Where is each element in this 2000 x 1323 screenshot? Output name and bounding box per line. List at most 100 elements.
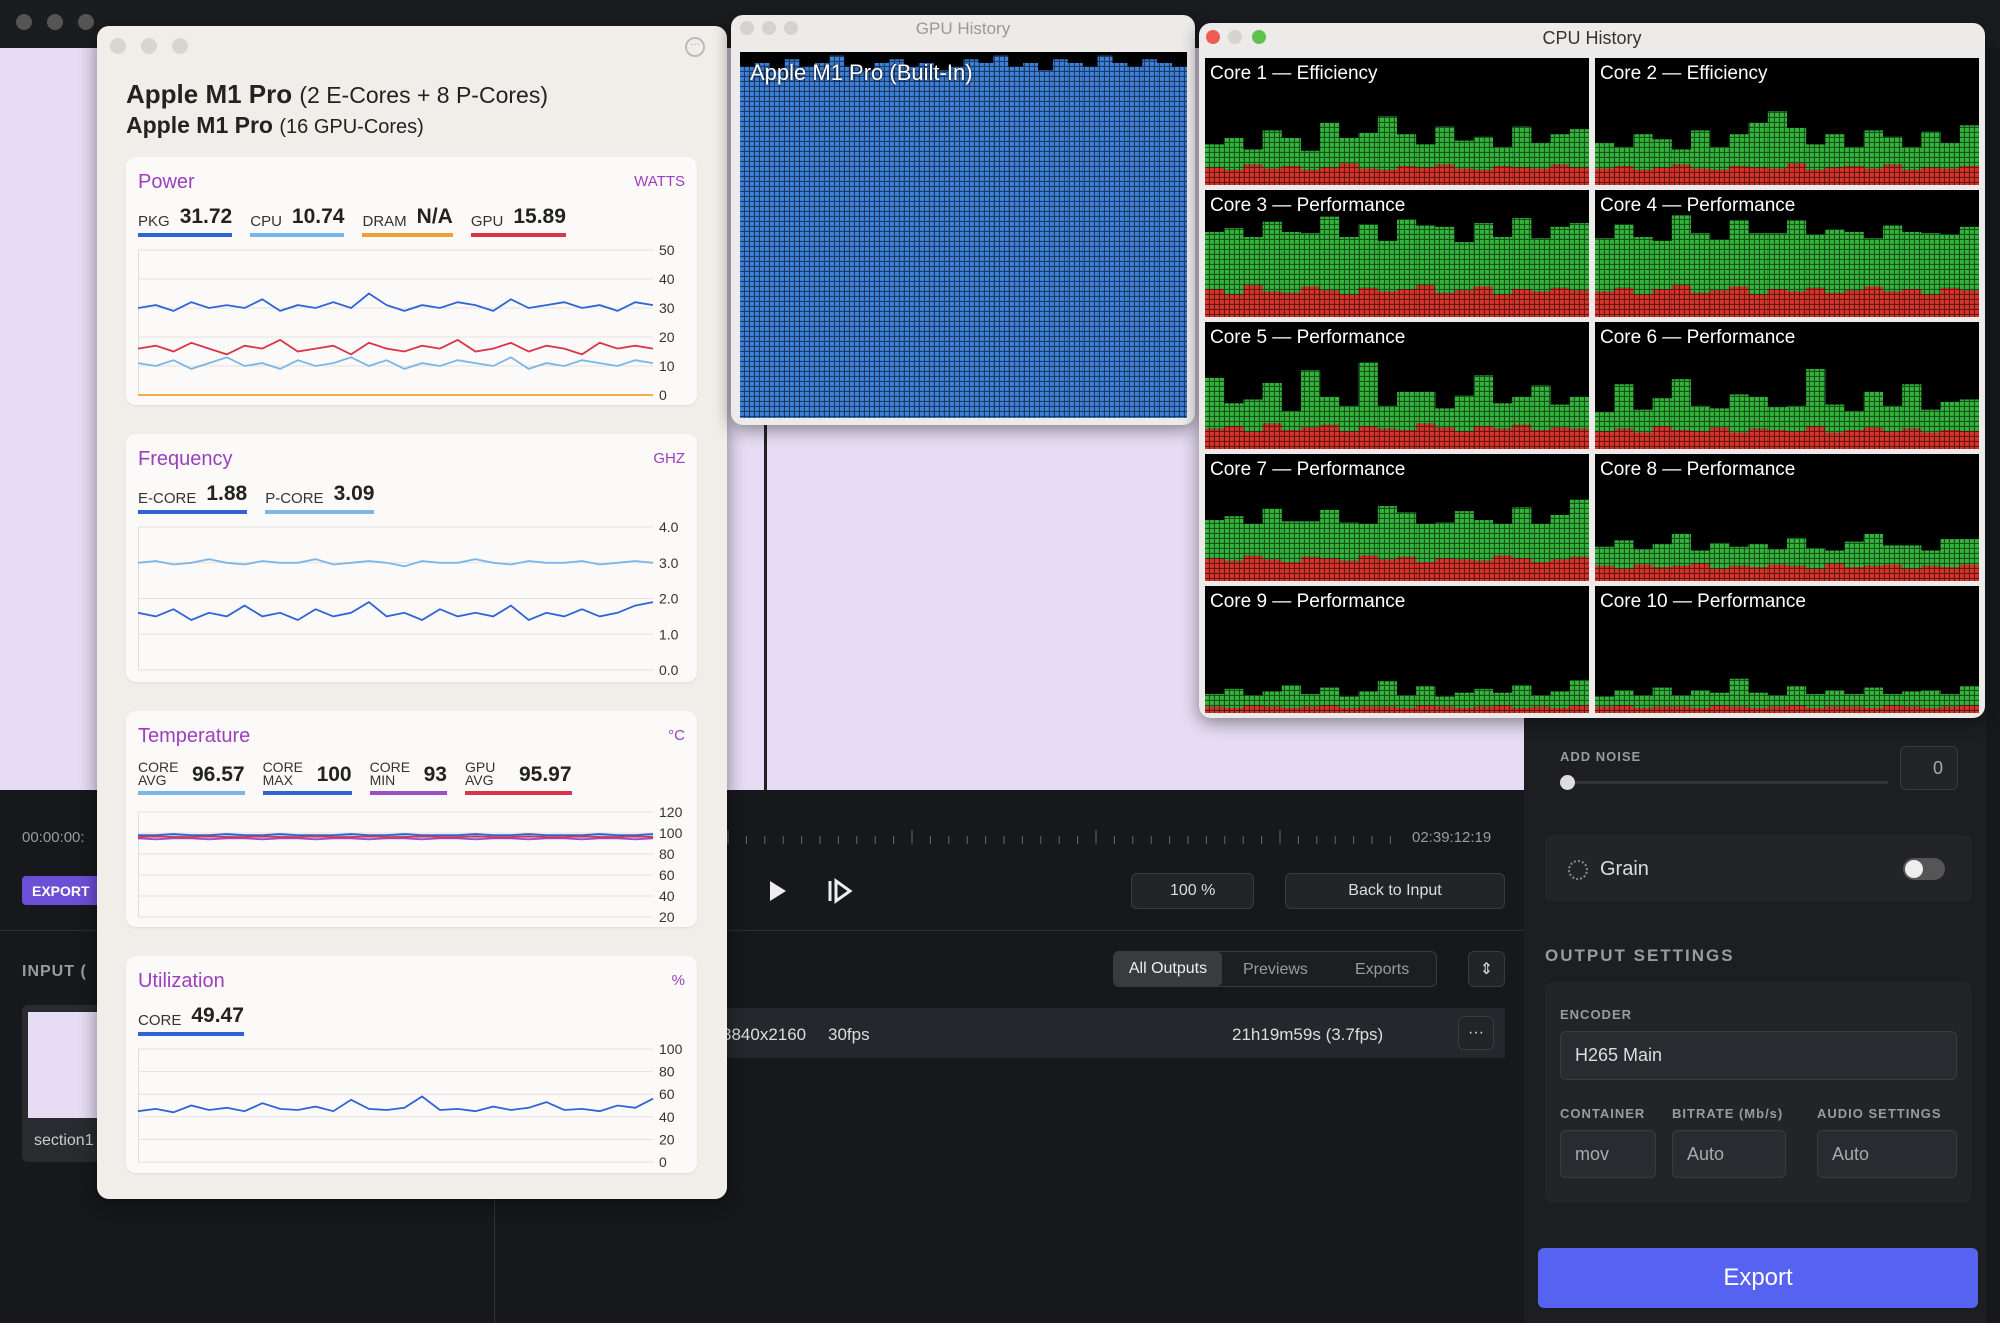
more-button[interactable]: ···: [1458, 1016, 1494, 1050]
audio-select[interactable]: Auto: [1817, 1130, 1957, 1178]
y-tick-label: 40: [659, 1109, 675, 1125]
core-chart: Core 6 — Performance: [1595, 322, 1979, 449]
zoom-select[interactable]: 100 %: [1131, 873, 1254, 909]
cpu-name: Apple M1 Pro: [126, 79, 293, 109]
window-button[interactable]: [141, 38, 157, 54]
y-tick-label: 40: [659, 888, 675, 904]
temperature-chart: 20 40 60 80 100 120: [138, 804, 683, 925]
bitrate-label: BITRATE (Mb/s): [1672, 1106, 1784, 1121]
y-tick-label: 20: [659, 1131, 675, 1147]
core-chart: Core 8 — Performance: [1595, 454, 1979, 581]
transport: [770, 878, 853, 904]
utilization-chart: 0 20 40 60 80 100: [138, 1041, 683, 1170]
grain-label: Grain: [1600, 858, 1649, 880]
readout-value: 93: [423, 763, 447, 786]
dot-grid: [1205, 586, 1589, 713]
toggle[interactable]: [1903, 858, 1945, 880]
tab[interactable]: Previews: [1243, 961, 1308, 978]
series-line: [138, 837, 654, 841]
series-line: [138, 601, 654, 622]
card-title: Temperature: [138, 725, 251, 747]
y-tick-label: 0: [659, 1154, 667, 1170]
slider-thumb[interactable]: [1560, 775, 1575, 790]
core-label: Core 4 — Performance: [1600, 195, 1795, 216]
close-button[interactable]: [1206, 30, 1220, 44]
timeline: [727, 830, 1391, 844]
readout-label: DRAM: [362, 213, 407, 230]
readout: CORE MIN 93: [369, 760, 447, 795]
y-tick-label: 0.0: [659, 662, 679, 678]
tab[interactable]: Exports: [1355, 961, 1410, 978]
window-button[interactable]: [78, 14, 94, 30]
container-label: CONTAINER: [1560, 1106, 1646, 1121]
play-button[interactable]: [770, 881, 786, 901]
readout-label: P-CORE: [265, 490, 324, 507]
step-button[interactable]: [828, 878, 853, 904]
section-title: OUTPUT SETTINGS: [1545, 946, 1735, 965]
readout-label: CORE: [138, 1012, 182, 1029]
card-title: Utilization: [138, 970, 225, 992]
window-button[interactable]: [740, 21, 754, 35]
gpu-cores: (16 GPU-Cores): [279, 116, 424, 138]
readout-label: CORE MAX: [262, 759, 304, 788]
export-button[interactable]: Export: [1538, 1248, 1978, 1308]
y-tick-label: 60: [659, 1086, 675, 1102]
readout: PKG 31.72: [138, 205, 233, 237]
dot-grid: [1595, 58, 1979, 185]
unit: GHZ: [653, 450, 685, 467]
audio-label: AUDIO SETTINGS: [1817, 1106, 1942, 1121]
noise-label: ADD NOISE: [1560, 749, 1642, 764]
core-label: Core 3 — Performance: [1210, 195, 1405, 216]
core-chart: Core 1 — Efficiency: [1205, 58, 1589, 185]
tab[interactable]: All Outputs: [1114, 952, 1222, 986]
y-tick-label: 100: [659, 1041, 683, 1057]
gpu-label: Apple M1 Pro (Built-In): [750, 60, 973, 85]
frequency-chart: 0.0 1.0 2.0 3.0 4.0: [138, 519, 679, 678]
window-title: CPU History: [1542, 28, 1642, 48]
readout: CPU 10.74: [250, 205, 345, 237]
window-button[interactable]: [47, 14, 63, 30]
y-tick-label: 20: [659, 909, 675, 925]
card-title: Power: [138, 171, 195, 193]
readout-value: 100: [316, 763, 352, 786]
menu-button[interactable]: ···: [685, 37, 705, 57]
cpu-cores: (2 E-Cores + 8 P-Cores): [299, 82, 548, 108]
y-tick-label: 50: [659, 242, 675, 258]
window-button[interactable]: [1228, 30, 1242, 44]
container-select[interactable]: mov: [1560, 1130, 1656, 1178]
dot-grid: [1205, 454, 1589, 581]
encoder-select[interactable]: H265 Main: [1560, 1031, 1957, 1080]
fps: 30fps: [828, 1025, 870, 1044]
core-chart: Core 4 — Performance: [1595, 190, 1979, 317]
core-chart: Core 2 — Efficiency: [1595, 58, 1979, 185]
window-button[interactable]: [110, 38, 126, 54]
gpu-name: Apple M1 Pro: [126, 112, 273, 138]
window-title: GPU History: [915, 19, 1011, 38]
series-line: [138, 338, 654, 356]
core-label: Core 10 — Performance: [1600, 591, 1806, 612]
readout-label: GPU AVG: [464, 759, 496, 788]
back-button[interactable]: Back to Input: [1285, 873, 1505, 909]
y-tick-label: 120: [659, 804, 683, 820]
unit: WATTS: [634, 173, 685, 190]
window-button[interactable]: [16, 14, 32, 30]
series-line: [138, 1095, 654, 1114]
series-line: [138, 558, 654, 568]
unit: %: [671, 972, 685, 989]
window-button[interactable]: [172, 38, 188, 54]
y-tick-label: 100: [659, 825, 683, 841]
readout-value: 15.89: [513, 205, 566, 228]
power-chart: 0 10 20 30 40 50: [138, 242, 675, 403]
sort-button[interactable]: ⇕: [1468, 951, 1505, 987]
slider-track: [1568, 781, 1888, 784]
timecode: 00:00:00:: [22, 829, 85, 846]
window-button[interactable]: [762, 21, 776, 35]
noise-value[interactable]: 0: [1900, 746, 1958, 790]
readout-value: 49.47: [191, 1004, 244, 1027]
window-button[interactable]: [784, 21, 798, 35]
bitrate-select[interactable]: Auto: [1672, 1130, 1786, 1178]
zoom-button[interactable]: [1252, 30, 1266, 44]
audio: Auto: [1832, 1143, 1870, 1164]
readout-value: 96.57: [192, 763, 245, 786]
core-chart: Core 10 — Performance: [1595, 586, 1979, 713]
